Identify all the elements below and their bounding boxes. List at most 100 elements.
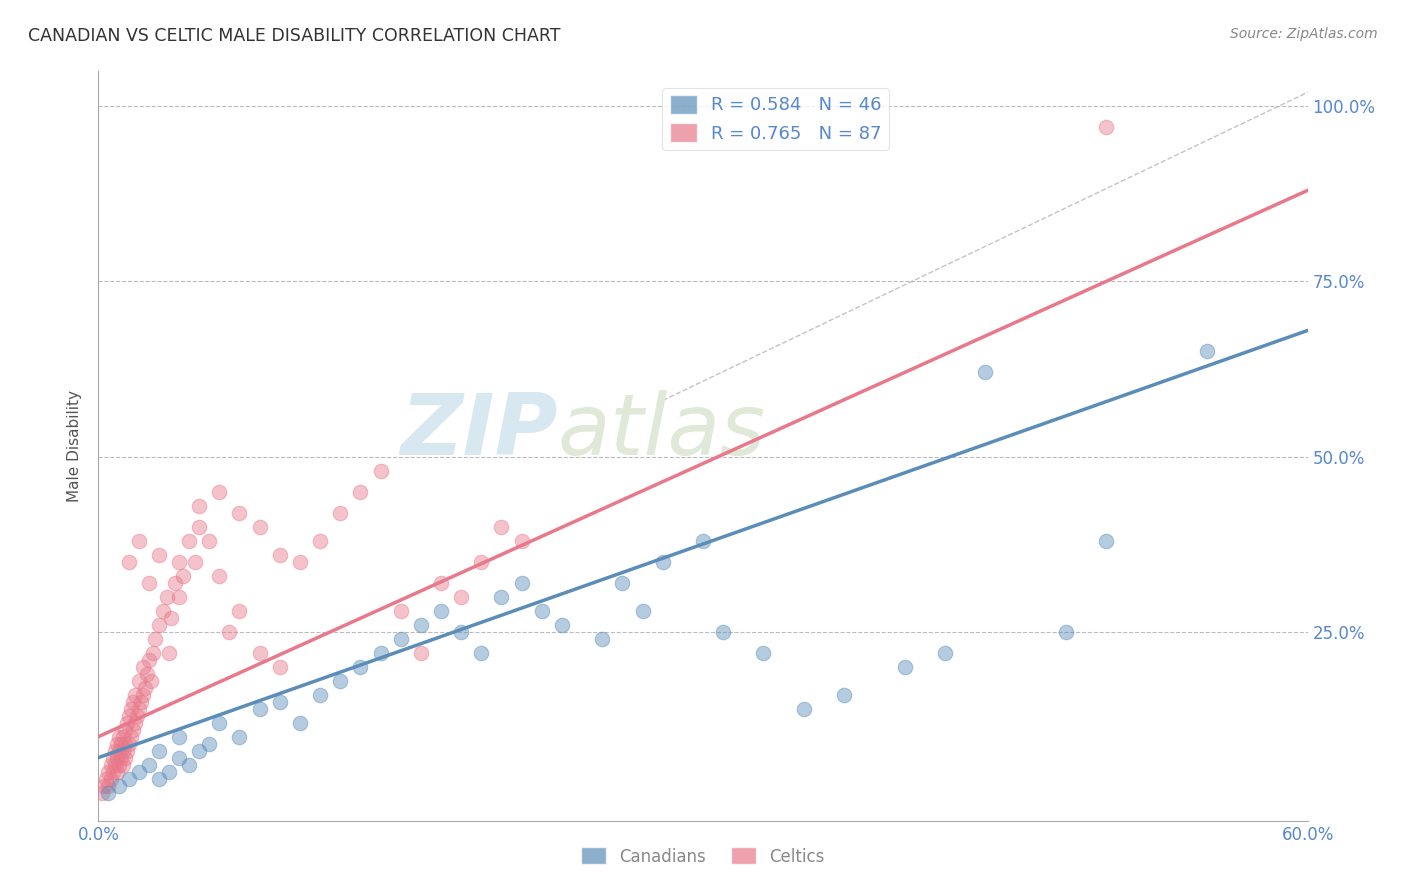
- Point: [269, 548, 291, 562]
- Point: [288, 555, 311, 569]
- Point: [115, 743, 138, 757]
- Point: [124, 688, 146, 702]
- Point: [148, 548, 170, 562]
- Point: [139, 673, 162, 688]
- Point: [329, 506, 352, 520]
- Point: [128, 533, 150, 548]
- Point: [105, 737, 128, 751]
- Point: [132, 688, 155, 702]
- Point: [107, 730, 129, 744]
- Point: [409, 646, 432, 660]
- Point: [1095, 533, 1118, 548]
- Point: [184, 555, 207, 569]
- Point: [370, 646, 392, 660]
- Point: [208, 715, 231, 730]
- Point: [470, 555, 492, 569]
- Point: [157, 646, 180, 660]
- Point: [97, 779, 120, 793]
- Point: [530, 603, 553, 617]
- Point: [110, 737, 132, 751]
- Point: [128, 764, 150, 779]
- Y-axis label: Male Disability: Male Disability: [67, 390, 83, 502]
- Point: [163, 575, 186, 590]
- Point: [114, 737, 136, 751]
- Point: [188, 519, 211, 533]
- Point: [157, 764, 180, 779]
- Point: [110, 750, 132, 764]
- Point: [138, 757, 160, 772]
- Point: [114, 723, 136, 737]
- Point: [125, 708, 148, 723]
- Point: [107, 757, 129, 772]
- Point: [101, 750, 124, 764]
- Point: [269, 695, 291, 709]
- Point: [409, 617, 432, 632]
- Point: [934, 646, 956, 660]
- Point: [121, 723, 143, 737]
- Point: [974, 366, 997, 380]
- Point: [111, 743, 134, 757]
- Point: [612, 575, 634, 590]
- Point: [114, 750, 136, 764]
- Point: [118, 555, 141, 569]
- Point: [101, 764, 124, 779]
- Point: [551, 617, 574, 632]
- Point: [430, 575, 453, 590]
- Point: [107, 779, 129, 793]
- Point: [91, 786, 114, 800]
- Point: [142, 646, 165, 660]
- Point: [103, 743, 125, 757]
- Point: [134, 681, 156, 695]
- Point: [103, 757, 125, 772]
- Point: [129, 695, 152, 709]
- Point: [309, 688, 332, 702]
- Point: [148, 743, 170, 757]
- Point: [138, 652, 160, 666]
- Point: [249, 519, 271, 533]
- Point: [96, 772, 118, 786]
- Point: [105, 750, 128, 764]
- Point: [309, 533, 332, 548]
- Point: [288, 715, 311, 730]
- Text: ZIP: ZIP: [401, 390, 558, 473]
- Point: [228, 730, 250, 744]
- Point: [389, 603, 412, 617]
- Point: [510, 575, 533, 590]
- Point: [752, 646, 775, 660]
- Point: [100, 757, 122, 772]
- Point: [97, 764, 120, 779]
- Point: [93, 779, 115, 793]
- Point: [450, 590, 472, 604]
- Point: [349, 484, 371, 499]
- Point: [188, 499, 211, 513]
- Point: [893, 659, 915, 673]
- Point: [148, 772, 170, 786]
- Point: [160, 610, 183, 624]
- Point: [107, 743, 129, 757]
- Text: atlas: atlas: [558, 390, 766, 473]
- Text: CANADIAN VS CELTIC MALE DISABILITY CORRELATION CHART: CANADIAN VS CELTIC MALE DISABILITY CORRE…: [28, 27, 561, 45]
- Point: [179, 757, 201, 772]
- Point: [349, 659, 371, 673]
- Point: [172, 568, 194, 582]
- Point: [832, 688, 855, 702]
- Point: [228, 506, 250, 520]
- Point: [249, 646, 271, 660]
- Point: [167, 590, 190, 604]
- Point: [118, 772, 141, 786]
- Point: [111, 757, 134, 772]
- Point: [156, 590, 179, 604]
- Point: [179, 533, 201, 548]
- Point: [120, 730, 142, 744]
- Point: [198, 533, 221, 548]
- Legend: Canadians, Celtics: Canadians, Celtics: [575, 841, 831, 872]
- Point: [491, 590, 513, 604]
- Point: [491, 519, 513, 533]
- Point: [329, 673, 352, 688]
- Point: [651, 555, 673, 569]
- Point: [111, 730, 134, 744]
- Point: [1054, 624, 1077, 639]
- Point: [228, 603, 250, 617]
- Point: [167, 555, 190, 569]
- Point: [118, 708, 141, 723]
